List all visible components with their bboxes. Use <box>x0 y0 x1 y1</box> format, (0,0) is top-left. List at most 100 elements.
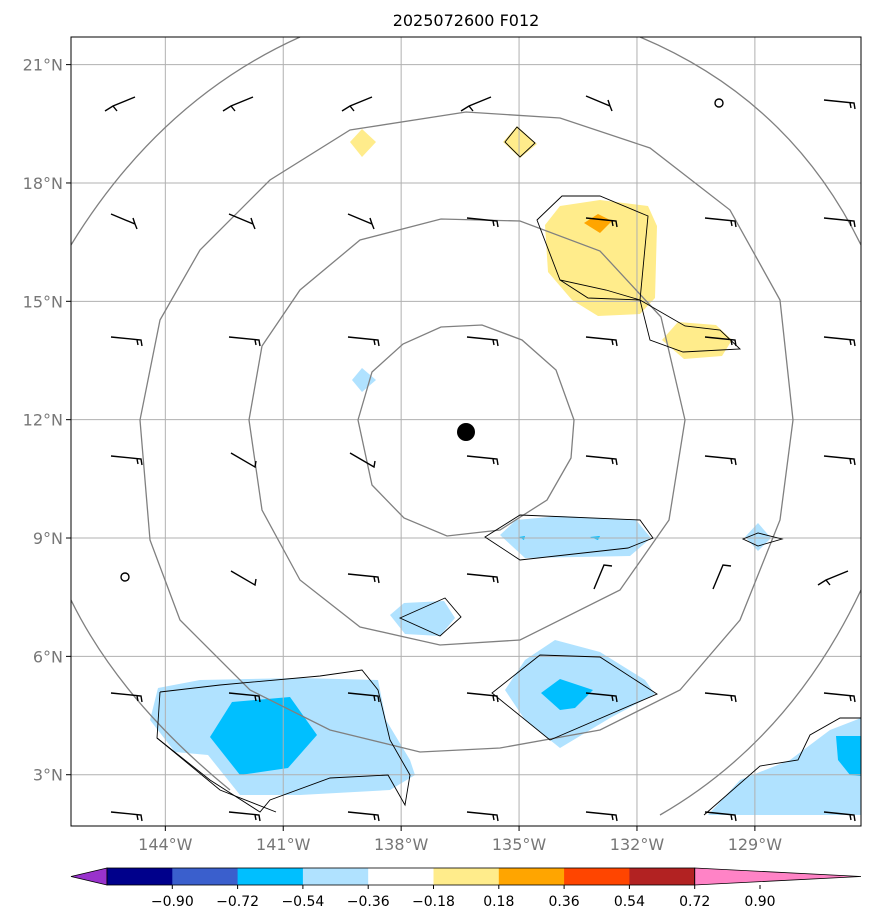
outline-contour <box>156 669 411 813</box>
lat-tick-label: 6°N <box>33 647 63 666</box>
lat-tick-label: 9°N <box>33 529 63 548</box>
wind-barb <box>341 96 373 112</box>
wind-barb <box>230 452 257 469</box>
range-rings <box>71 37 861 816</box>
colorbar-segment <box>302 868 369 885</box>
lat-lon-grid <box>71 37 861 826</box>
negative-anomaly-region <box>352 368 376 392</box>
wind-barb <box>823 99 856 110</box>
wind-barb <box>347 336 380 347</box>
wind-barb <box>704 336 737 347</box>
wind-barb <box>230 570 257 587</box>
colorbar-upper-extend <box>694 867 862 886</box>
wind-barb <box>110 336 143 347</box>
colorbar-segment <box>629 868 696 885</box>
calm-wind-marker <box>714 98 724 108</box>
map-plot-area <box>71 37 861 826</box>
lon-tick-label: 129°W <box>728 835 783 854</box>
wind-barb <box>585 217 618 228</box>
wind-barb <box>704 455 737 466</box>
negative-core <box>210 697 317 775</box>
colorbar-segment <box>498 868 565 885</box>
wind-barb <box>704 217 737 228</box>
wind-barb <box>585 811 618 822</box>
positive-anomaly-region <box>545 200 657 316</box>
wind-barb <box>349 452 376 469</box>
lat-tick-label: 15°N <box>23 292 63 311</box>
wind-barb <box>110 692 143 703</box>
negative-anomaly-region <box>708 718 861 815</box>
colorbar-label: −0.36 <box>347 894 390 910</box>
outline-contour <box>559 279 742 353</box>
range-ring-outer <box>71 37 861 816</box>
colorbar-label: 0.90 <box>744 894 775 910</box>
wind-barb <box>704 811 737 822</box>
outline-contour <box>398 597 462 637</box>
wind-barb <box>823 217 856 228</box>
colorbar-label: 0.36 <box>549 894 580 910</box>
wind-barb <box>585 455 618 466</box>
positive-anomaly-regions <box>350 126 732 359</box>
wind-barb <box>466 217 499 228</box>
latitude-tick-labels: 21°N 18°N 15°N 12°N 9°N 6°N 3°N <box>23 56 71 785</box>
lat-tick-label: 21°N <box>23 56 63 75</box>
negative-core <box>836 736 861 776</box>
colorbar-segment <box>107 868 173 885</box>
wind-barb <box>585 95 613 112</box>
colorbar-label: −0.90 <box>151 894 194 910</box>
colorbar-label: −0.72 <box>216 894 259 910</box>
wind-barb <box>110 455 143 466</box>
wind-barb <box>347 811 380 822</box>
colorbar-frame <box>106 867 696 886</box>
wind-barb <box>104 96 136 112</box>
wind-barb <box>228 811 261 822</box>
colorbar-segment <box>237 868 304 885</box>
map-title: 2025072600 F012 <box>393 11 540 30</box>
wind-barb <box>593 564 613 590</box>
wind-barb <box>823 336 856 347</box>
lon-tick-label: 141°W <box>256 835 311 854</box>
colorbar: −0.90 −0.72 −0.54 −0.36 −0.18 0.18 0.36 0.54 0.7… <box>70 867 862 910</box>
wind-barb <box>466 811 499 822</box>
wind-barb <box>347 213 375 230</box>
map-frame <box>70 36 862 827</box>
wind-barbs <box>104 95 856 822</box>
outline-contour <box>741 532 784 547</box>
wind-barb <box>823 455 856 466</box>
negative-anomaly-region <box>390 601 455 636</box>
lat-tick-label: 12°N <box>23 411 63 430</box>
lon-tick-label: 138°W <box>374 835 429 854</box>
outline-contour <box>703 717 861 816</box>
lon-tick-label: 144°W <box>138 835 193 854</box>
colorbar-segment <box>564 868 630 885</box>
lat-tick-label: 3°N <box>33 766 63 785</box>
positive-anomaly-region <box>350 129 376 157</box>
longitude-tick-labels: 144°W 141°W 138°W 135°W 132°W 129°W <box>138 826 782 854</box>
colorbar-label: −0.18 <box>412 894 455 910</box>
colorbar-label: 0.54 <box>614 894 645 910</box>
outline-contour <box>156 737 277 813</box>
wind-barb <box>823 811 856 822</box>
storm-center-marker <box>457 423 475 441</box>
wind-barb <box>110 213 138 230</box>
outline-contour <box>536 195 649 301</box>
positive-anomaly-region <box>662 322 732 359</box>
wind-barb <box>712 564 732 590</box>
colorbar-lower-extend <box>70 867 108 886</box>
outline-contour <box>484 514 654 561</box>
wind-barb <box>460 96 492 112</box>
wind-barb <box>347 573 380 584</box>
colorbar-segment <box>172 868 239 885</box>
outline-contour <box>504 126 536 158</box>
calm-wind-marker <box>120 572 130 582</box>
colorbar-label: 0.72 <box>679 894 710 910</box>
outline-contour <box>491 654 658 741</box>
wind-barb <box>823 692 856 703</box>
wind-barb <box>228 336 261 347</box>
negative-anomaly-regions <box>150 368 861 815</box>
negative-core <box>541 679 593 710</box>
wind-barb <box>222 96 254 112</box>
wind-barb <box>466 336 499 347</box>
outline-contours <box>156 126 861 816</box>
